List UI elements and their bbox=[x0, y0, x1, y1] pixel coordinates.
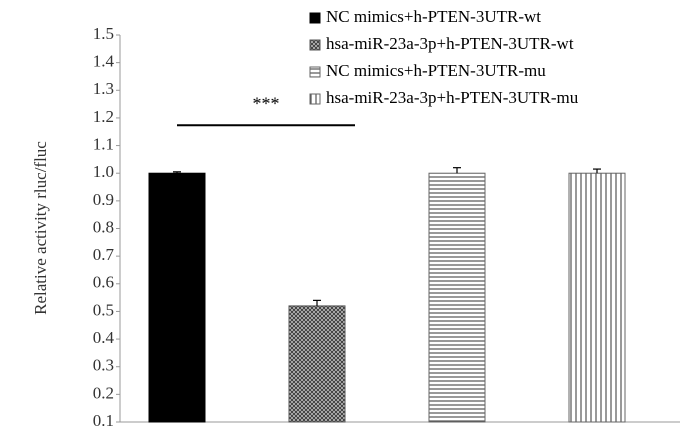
bar bbox=[568, 172, 626, 423]
y-tick-label: 1.2 bbox=[93, 107, 114, 126]
bar bbox=[148, 172, 206, 423]
bar bbox=[288, 305, 346, 423]
legend-label: NC mimics+h-PTEN-3UTR-wt bbox=[326, 7, 541, 26]
legend-label: NC mimics+h-PTEN-3UTR-mu bbox=[326, 61, 546, 80]
y-tick-label: 0.2 bbox=[93, 383, 114, 402]
y-tick-label: 0.6 bbox=[93, 273, 114, 292]
y-tick-label: 1.1 bbox=[93, 134, 114, 153]
y-tick-label: 1.0 bbox=[93, 162, 114, 181]
y-tick-label: 0.9 bbox=[93, 190, 114, 209]
y-tick-label: 0.5 bbox=[93, 300, 114, 319]
y-tick-label: 0.4 bbox=[93, 328, 115, 347]
legend-swatch bbox=[309, 93, 321, 105]
legend-label: hsa-miR-23a-3p+h-PTEN-3UTR-mu bbox=[326, 88, 579, 107]
y-tick-label: 1.3 bbox=[93, 79, 114, 98]
legend-swatch bbox=[309, 12, 321, 24]
legend-swatch bbox=[309, 66, 321, 78]
y-tick-label: 0.1 bbox=[93, 411, 114, 430]
y-tick-label: 0.8 bbox=[93, 217, 114, 236]
bar bbox=[428, 172, 486, 423]
significance-label: *** bbox=[253, 93, 280, 113]
y-tick-label: 1.4 bbox=[93, 52, 115, 71]
y-tick-label: 1.5 bbox=[93, 24, 114, 43]
legend-swatch bbox=[309, 39, 321, 51]
y-tick-label: 0.3 bbox=[93, 356, 114, 375]
y-axis-label: Relative activity rluc/fluc bbox=[31, 141, 50, 315]
legend-label: hsa-miR-23a-3p+h-PTEN-3UTR-wt bbox=[326, 34, 574, 53]
y-tick-label: 0.7 bbox=[93, 245, 115, 264]
